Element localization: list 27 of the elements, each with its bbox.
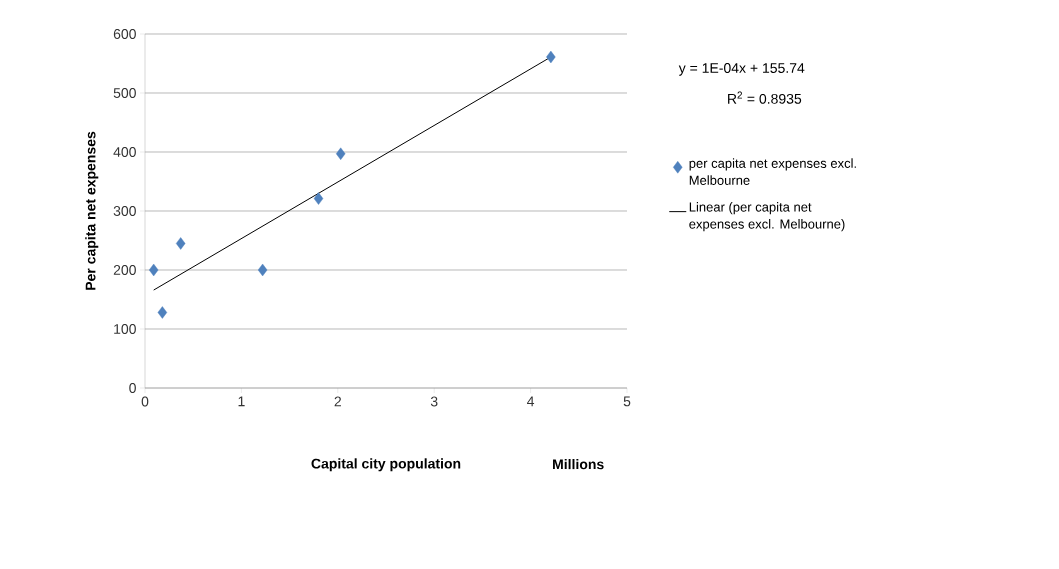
y-tick-label: 0	[129, 383, 136, 393]
x-tick-label: 3	[430, 396, 438, 407]
x-tick-label: 1	[238, 396, 245, 407]
point	[157, 306, 168, 319]
point	[313, 192, 324, 205]
point	[148, 263, 159, 277]
y-tick-label: 200	[113, 265, 136, 275]
y-axis-title: Per capita net expenses	[85, 131, 99, 290]
text: R$^{2}$ = 0.8935	[728, 91, 802, 104]
legend-label: Linear (per capita net expenses excl. Melbourne)	[689, 202, 845, 232]
x-tick-label: 2	[334, 396, 341, 407]
y-tick-label: 300	[113, 206, 136, 216]
x-tick-label: 0	[141, 396, 149, 407]
text: Millions	[553, 458, 604, 470]
x-axis-title: Capital city population	[311, 458, 461, 472]
x-tick-label: 5	[623, 396, 631, 407]
y-tick-label: 500	[113, 88, 136, 98]
point	[546, 50, 556, 64]
y-tick-label: 100	[114, 324, 136, 334]
y-tick-label: 400	[113, 147, 136, 157]
legend-label: per capita net expenses excl. Melbourne	[689, 158, 856, 185]
point	[257, 263, 268, 277]
point	[175, 237, 186, 250]
x-tick-label: 4	[527, 396, 535, 407]
point	[336, 147, 346, 160]
text: y = 1E-04x + 155.74	[678, 63, 805, 76]
y-tick-label: 600	[113, 29, 136, 39]
